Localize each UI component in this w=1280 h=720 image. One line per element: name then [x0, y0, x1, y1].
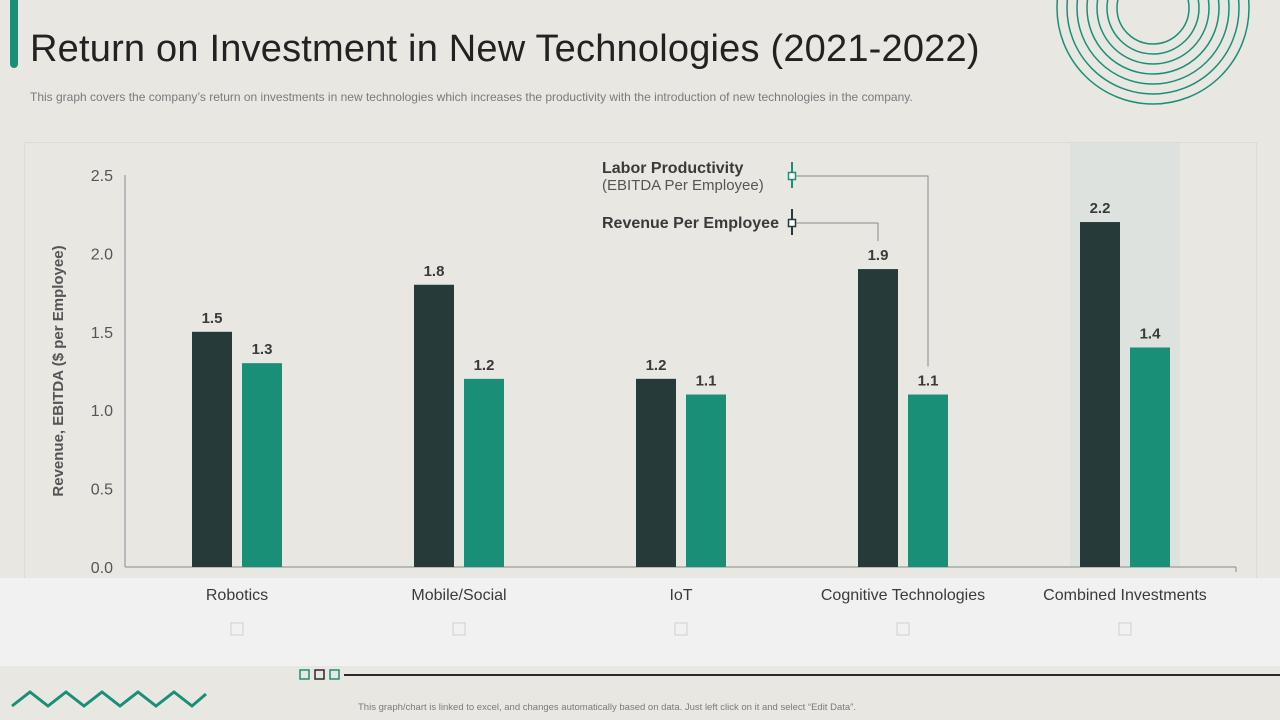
category-placeholder-icon	[230, 622, 244, 636]
category-placeholder-icon	[674, 622, 688, 636]
bar	[414, 284, 454, 567]
y-tick-label: 0.5	[91, 482, 113, 499]
data-label: 1.1	[696, 373, 717, 390]
category-placeholder-icon	[452, 622, 466, 636]
category-strip	[0, 578, 1280, 666]
legend-title: Labor Productivity	[602, 160, 743, 177]
y-tick-label: 2.0	[91, 246, 113, 263]
bar	[1080, 222, 1120, 568]
legend-subtitle: (EBITDA Per Employee)	[602, 177, 764, 194]
bar	[686, 394, 726, 567]
decorative-arcs	[1056, 0, 1250, 105]
legend-marker	[787, 218, 797, 228]
bar	[464, 378, 504, 567]
page-title: Return on Investment in New Technologies…	[30, 28, 980, 70]
category-label: IoT	[669, 587, 692, 604]
bar-chart: 0.0 0.5 1.0 1.5 2.0 2.5 Revenue, EBITDA ($ per…	[50, 143, 1237, 636]
page-subtitle: This graph covers the company’s return o…	[30, 90, 913, 104]
data-label: 1.9	[868, 247, 889, 264]
bar	[636, 378, 676, 567]
legend-marker	[787, 171, 797, 181]
y-tick-label: 1.0	[91, 403, 113, 420]
bar	[858, 269, 898, 567]
category-label: Combined Investments	[1043, 587, 1207, 604]
title-accent-bar	[10, 0, 18, 68]
bar	[1130, 347, 1170, 567]
y-axis-title: Revenue, EBITDA ($ per Employee)	[50, 245, 67, 496]
footer-divider-line	[344, 674, 1280, 676]
nav-square-2	[314, 669, 325, 680]
bar	[908, 394, 948, 567]
nav-square-1	[299, 669, 310, 680]
bar	[192, 331, 232, 567]
category-label: Mobile/Social	[411, 587, 506, 604]
footer-note: This graph/chart is linked to excel, and…	[358, 702, 856, 713]
legend-title: Revenue Per Employee	[602, 215, 779, 232]
decorative-zigzag	[11, 690, 207, 708]
category-placeholder-icon	[1118, 622, 1132, 636]
bar	[242, 363, 282, 567]
data-label: 1.4	[1140, 325, 1162, 342]
data-label: 2.2	[1090, 200, 1111, 217]
data-label: 1.2	[474, 357, 495, 374]
data-label: 1.5	[202, 310, 223, 327]
callout-leader-line	[796, 222, 879, 242]
y-tick-label: 2.5	[91, 168, 113, 185]
nav-square-3	[329, 669, 340, 680]
category-placeholder-icon	[896, 622, 910, 636]
category-label: Cognitive Technologies	[821, 587, 985, 604]
data-label: 1.2	[646, 357, 667, 374]
y-tick-label: 0.0	[91, 560, 113, 577]
data-label: 1.1	[918, 373, 939, 390]
category-label: Robotics	[206, 587, 268, 604]
chart-panel	[24, 142, 1257, 578]
y-tick-label: 1.5	[91, 325, 113, 342]
slide-nav-squares	[299, 669, 340, 680]
callout-leader-line	[796, 175, 929, 367]
data-label: 1.3	[252, 341, 273, 358]
data-label: 1.8	[424, 263, 445, 280]
